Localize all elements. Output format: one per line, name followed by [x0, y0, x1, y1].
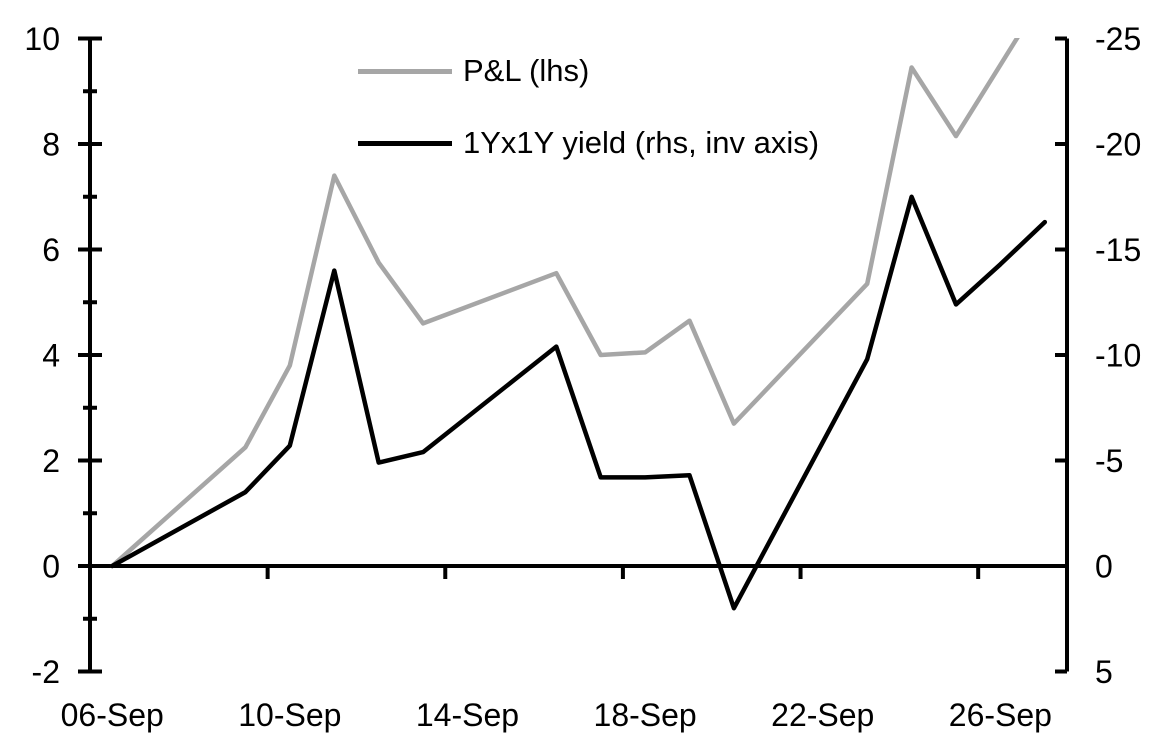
right-axis-tick-label: -20 [1095, 127, 1141, 163]
pl-line [109, 38, 1020, 569]
x-axis-tick-label: 06-Sep [61, 697, 164, 733]
pl-line-swatch [358, 68, 452, 74]
left-axis-tick-label: -2 [32, 654, 60, 690]
legend-item-pl: P&L (lhs) [358, 53, 589, 89]
x-axis-tick-label: 10-Sep [238, 697, 341, 733]
left-axis-tick-label: 8 [42, 127, 60, 163]
right-axis-tick-label: -10 [1095, 338, 1141, 374]
legend-label-yield: 1Yx1Y yield (rhs, inv axis) [463, 125, 820, 160]
yield-line-swatch [358, 140, 452, 146]
right-axis-tick-label: -15 [1095, 232, 1141, 268]
right-axis-tick-label: -25 [1095, 21, 1141, 57]
left-axis-tick-label: 4 [42, 338, 60, 374]
x-axis-tick-label: 26-Sep [949, 697, 1052, 733]
yield-line [109, 194, 1048, 611]
x-axis-tick-label: 18-Sep [594, 697, 697, 733]
left-axis-tick-label: 10 [24, 21, 60, 57]
x-axis-tick-label: 14-Sep [416, 697, 519, 733]
left-axis-tick-label: 0 [42, 549, 60, 585]
left-axis-tick-label: 2 [42, 443, 60, 479]
left-axis-tick-label: 6 [42, 232, 60, 268]
legend-item-yield: 1Yx1Y yield (rhs, inv axis) [358, 125, 819, 161]
legend-label-pl: P&L (lhs) [463, 53, 590, 88]
right-axis-tick-label: 0 [1095, 549, 1113, 585]
x-axis-tick-label: 22-Sep [771, 697, 874, 733]
right-axis-tick-label: -5 [1095, 443, 1123, 479]
right-axis-tick-label: 5 [1095, 654, 1113, 690]
